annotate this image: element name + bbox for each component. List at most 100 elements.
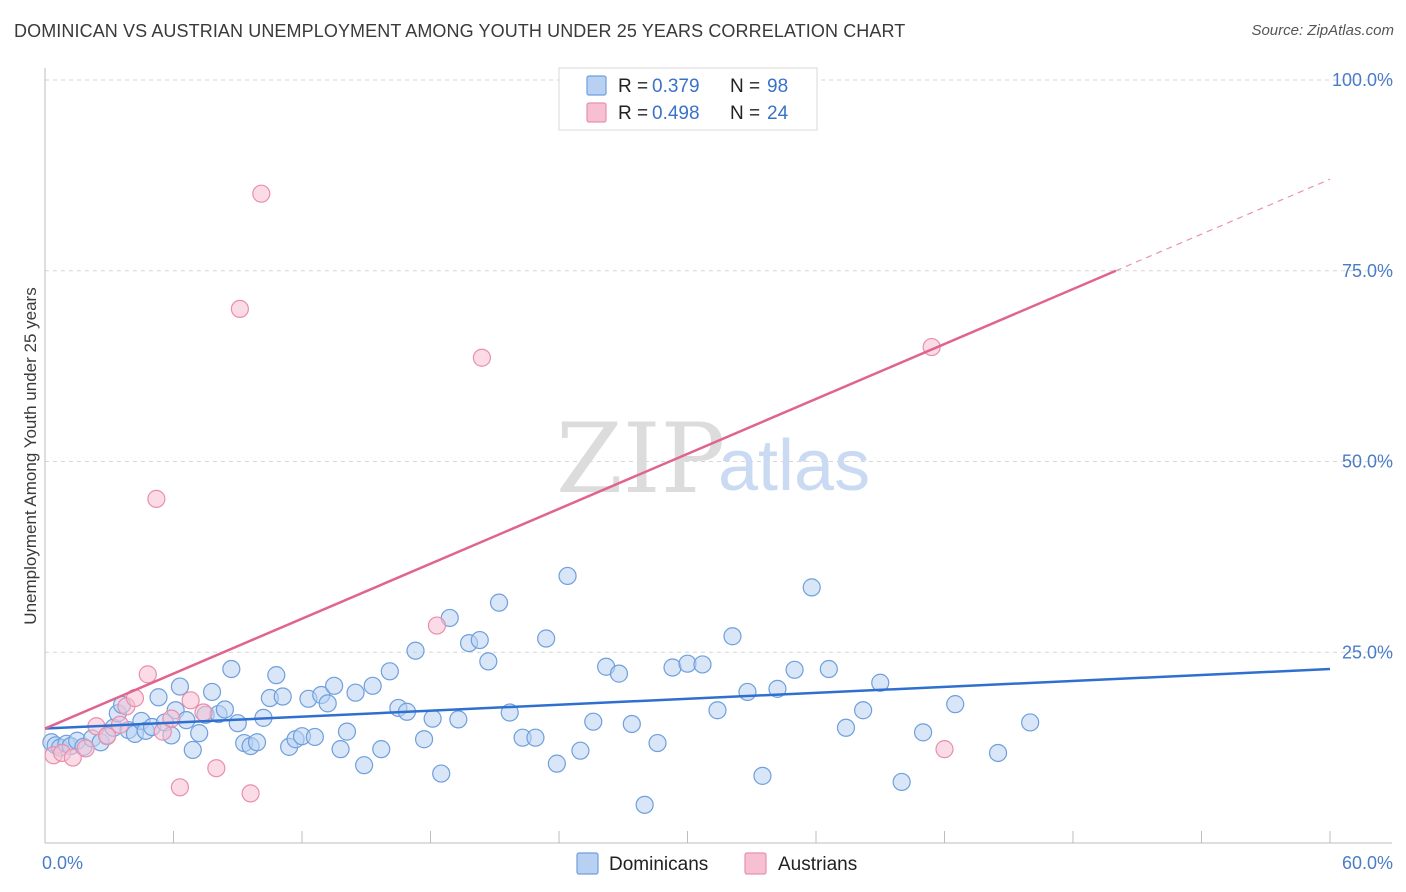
dominican-point (802, 578, 821, 597)
legend-swatch-dominicans (586, 75, 607, 96)
dominican-point (785, 660, 804, 679)
dominican-point (470, 630, 489, 650)
dominican-point (170, 677, 190, 696)
dominican-point (372, 740, 391, 759)
legend-r-value-austrians: 0.498 (652, 103, 700, 124)
dominican-point (325, 676, 344, 695)
y-axis-title: Unemployment Among Youth under 25 years (21, 287, 40, 624)
dominican-point (273, 687, 292, 706)
bottom-legend-swatch-dominicans (576, 852, 599, 875)
dominican-point (946, 695, 965, 714)
austrian-point (138, 665, 157, 684)
chart-title: DOMINICAN VS AUSTRIAN UNEMPLOYMENT AMONG… (14, 21, 906, 41)
dominican-point (228, 714, 247, 733)
watermark: ZIP atlas (556, 403, 870, 515)
dominican-point (177, 711, 196, 730)
dominican-point (346, 683, 365, 702)
dominican-point (363, 676, 382, 695)
dominican-point (836, 718, 856, 737)
dominican-point (988, 743, 1008, 763)
austrian-point (472, 348, 491, 367)
dominican-point (380, 662, 399, 681)
austrian-point (207, 759, 226, 778)
dominican-point (202, 682, 222, 702)
austrian-point (241, 784, 260, 803)
dominican-trend-line (44, 667, 1331, 730)
dominican-point (609, 664, 629, 683)
austrian-trend-extension (1115, 178, 1331, 272)
watermark-atlas: atlas (718, 426, 870, 506)
x-tick-label-min: 0.0% (42, 853, 83, 873)
dominican-point (622, 714, 641, 734)
dominican-point (489, 593, 509, 612)
legend-r-value-dominicans: 0.379 (652, 76, 700, 97)
austrian-point (76, 739, 95, 758)
stats-legend: R = 0.379 N = 98 R = 0.498 N = 24 (558, 67, 818, 131)
dominican-point (584, 712, 603, 731)
dominican-point (1021, 713, 1040, 732)
dominican-point (267, 666, 286, 685)
y-tick-label: 100.0% (1332, 70, 1393, 90)
dominican-point (723, 627, 742, 646)
dominican-point (768, 679, 787, 698)
dominican-point (819, 659, 838, 679)
dominican-point (479, 652, 498, 671)
austrian-point (935, 740, 954, 759)
dominican-point (414, 730, 434, 749)
bottom-legend-dominicans: Dominicans (609, 854, 708, 875)
legend-swatch-austrians (586, 102, 607, 123)
dominican-point (449, 710, 468, 729)
dominican-point (753, 766, 772, 785)
dominican-point (432, 764, 451, 783)
x-tick-label-max: 60.0% (1342, 853, 1393, 873)
austrian-point (427, 616, 447, 635)
legend-r-label-austrians: R = (618, 103, 648, 124)
axes: 25.0% 50.0% 75.0% 100.0% 0.0% 60.0% (42, 68, 1393, 873)
austrian-point (147, 489, 166, 508)
dominican-point (892, 772, 911, 792)
gridlines (45, 79, 1392, 653)
austrian-trend-line (44, 269, 1117, 730)
austrian-point (63, 748, 82, 767)
dominican-point (571, 741, 590, 760)
austrian-point (162, 709, 181, 728)
legend-n-label-austrians: N = (730, 103, 760, 124)
watermark-zip: ZIP (556, 403, 725, 515)
dominican-point (558, 566, 577, 586)
dominican-point (423, 709, 442, 728)
dominican-point (215, 700, 234, 719)
dominican-point (537, 629, 556, 648)
dominican-point (222, 659, 241, 679)
dominican-point (149, 688, 168, 707)
dominican-point (318, 694, 337, 713)
legend-r-label-dominicans: R = (618, 76, 648, 97)
legend-n-label-dominicans: N = (730, 76, 760, 97)
dominican-point (183, 740, 202, 760)
source-credit: Source: ZipAtlas.com (1251, 22, 1394, 39)
dominican-point (693, 655, 712, 674)
y-tick-label: 50.0% (1342, 452, 1393, 472)
austrian-point (170, 778, 190, 797)
austrian-point (252, 184, 271, 203)
dominican-point (337, 722, 357, 741)
dominican-point (635, 795, 654, 814)
austrian-point (181, 691, 200, 710)
trend-lines (44, 178, 1331, 730)
bottom-legend-austrians: Austrians (778, 854, 857, 875)
dominican-point (854, 701, 873, 720)
dominican-point (547, 754, 566, 773)
y-tick-label: 75.0% (1342, 261, 1393, 281)
dominican-point (526, 728, 545, 747)
dominican-point (738, 682, 757, 702)
austrian-point (194, 703, 213, 722)
dominican-point (190, 724, 209, 743)
dominican-point (406, 641, 425, 660)
dominican-point (247, 733, 267, 752)
bottom-legend-swatch-austrians (744, 852, 767, 875)
austrian-point (230, 299, 249, 318)
austrian-point (98, 727, 117, 746)
dominican-point (305, 727, 324, 747)
dominican-point (913, 723, 933, 742)
legend-n-value-dominicans: 98 (767, 76, 788, 97)
